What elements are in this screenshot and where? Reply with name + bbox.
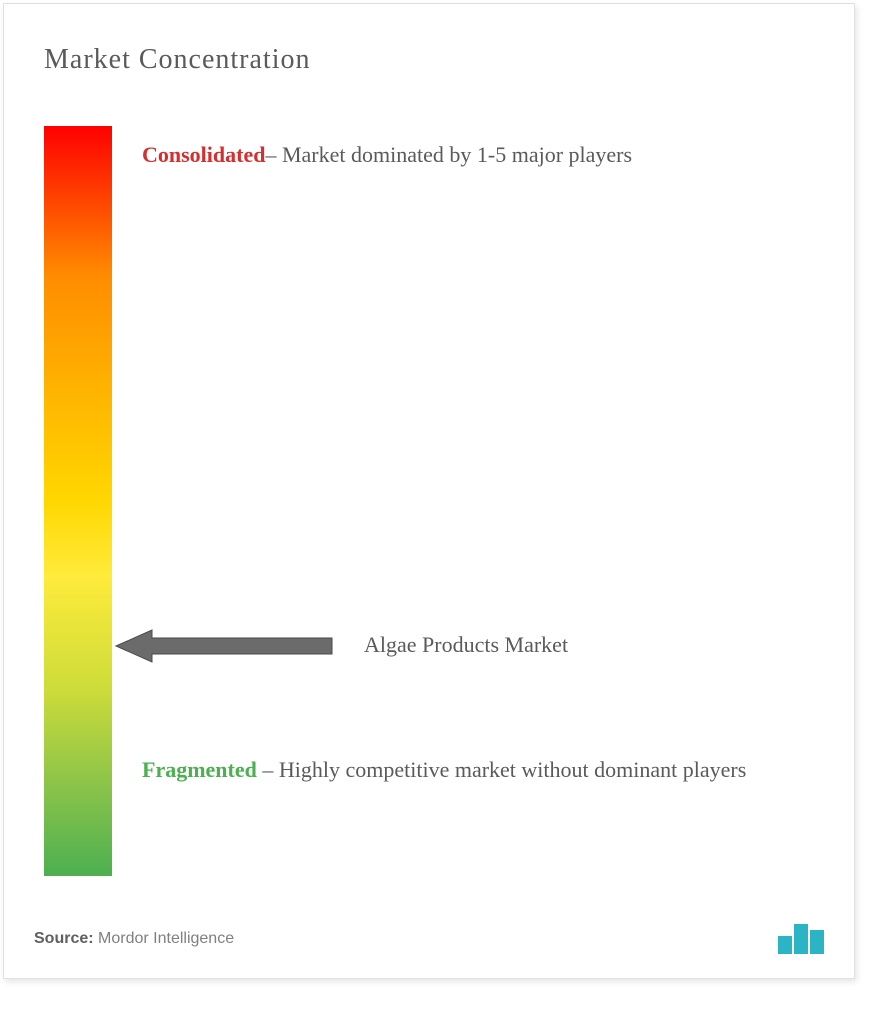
page-title: Market Concentration bbox=[44, 44, 824, 76]
concentration-gradient-bar bbox=[44, 126, 112, 876]
labels-area: Consolidated– Market dominated by 1-5 ma… bbox=[142, 126, 824, 886]
marker-section: Algae Products Market bbox=[114, 626, 568, 664]
source-attribution: Source: Mordor Intelligence bbox=[34, 930, 234, 948]
infographic-container: Market Concentration Consolidated– Marke… bbox=[3, 3, 855, 979]
marker-label: Algae Products Market bbox=[364, 632, 568, 658]
consolidated-label: Consolidated– Market dominated by 1-5 ma… bbox=[142, 131, 804, 179]
arrow-icon bbox=[114, 626, 334, 664]
arrow-shape bbox=[116, 630, 332, 662]
logo-icon bbox=[778, 924, 824, 954]
content-area: Consolidated– Market dominated by 1-5 ma… bbox=[44, 126, 824, 886]
consolidated-word: Consolidated bbox=[142, 142, 265, 167]
fragmented-label: Fragmented – Highly competitive market w… bbox=[142, 746, 804, 794]
logo-bar bbox=[778, 936, 792, 954]
footer: Source: Mordor Intelligence bbox=[34, 924, 824, 954]
logo-bar bbox=[810, 930, 824, 954]
source-name: Mordor Intelligence bbox=[98, 930, 234, 947]
fragmented-word: Fragmented bbox=[142, 757, 257, 782]
consolidated-description: – Market dominated by 1-5 major players bbox=[265, 142, 632, 167]
source-prefix: Source: bbox=[34, 930, 94, 947]
fragmented-description: – Highly competitive market without domi… bbox=[257, 757, 746, 782]
logo-bar bbox=[794, 924, 808, 954]
